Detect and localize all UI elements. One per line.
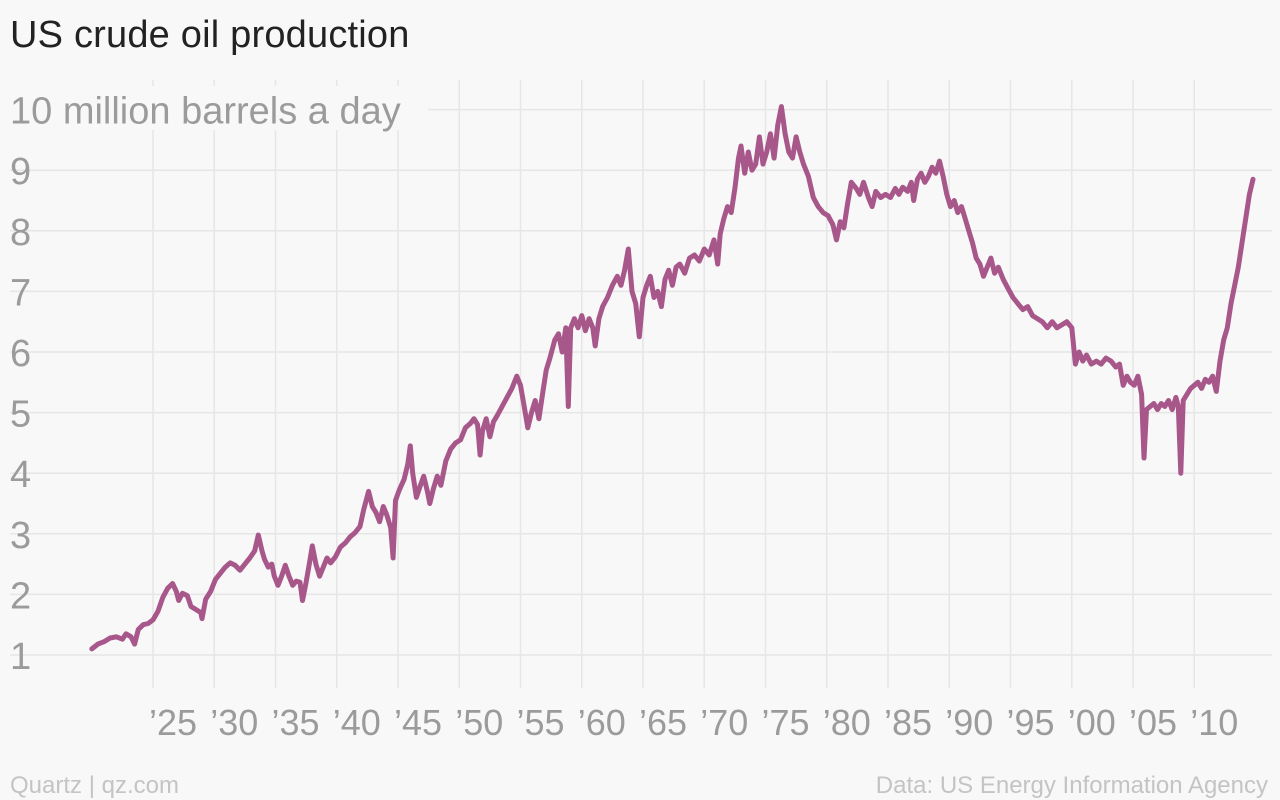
series-group (89, 104, 1256, 652)
x-tick-label-1985: ’85 (884, 702, 932, 743)
x-tick-label-1965: ’65 (639, 702, 687, 743)
y-tick-label-4: 4 (10, 454, 31, 496)
x-tick-label-1930: ’30 (210, 702, 258, 743)
x-tick-label-1980: ’80 (823, 702, 871, 743)
y-tick-label-10: 10 million barrels a day (10, 91, 401, 133)
data-source: Data: US Energy Information Agency (875, 772, 1268, 799)
x-tick-label-2000: ’00 (1068, 702, 1116, 743)
x-tick-label-1935: ’35 (272, 702, 320, 743)
y-tick-label-1: 1 (10, 636, 31, 678)
y-tick-label-2: 2 (10, 575, 31, 617)
y-tick-label-7: 7 (10, 272, 31, 314)
x-tick-label-1940: ’40 (333, 702, 381, 743)
series-line-0 (89, 104, 1256, 652)
x-tick-label-2005: ’05 (1129, 702, 1177, 743)
x-tick-label-1990: ’90 (945, 702, 993, 743)
x-tick-label-1945: ’45 (394, 702, 442, 743)
y-gridlines (10, 108, 1272, 656)
x-tick-label-1970: ’70 (700, 702, 748, 743)
x-gridlines (152, 80, 1195, 688)
y-axis-labels: 1 2 3 4 5 6 7 8 9 10 million barrels a day (8, 86, 428, 678)
y-tick-label-9: 9 (10, 151, 31, 193)
y-tick-label-6: 6 (10, 333, 31, 375)
chart-title: US crude oil production (10, 14, 410, 56)
source-credit: Quartz | qz.com (10, 772, 179, 799)
y-tick-label-5: 5 (10, 394, 31, 436)
x-tick-label-1975: ’75 (762, 702, 810, 743)
y-tick-label-3: 3 (10, 515, 31, 557)
x-tick-label-1955: ’55 (517, 702, 565, 743)
x-tick-label-1960: ’60 (578, 702, 626, 743)
x-axis-labels: ’25 ’30 ’35 ’40 ’45 ’50 ’55 ’60 ’65 ’70 ’75 ’80 ’85 ’… (149, 702, 1238, 743)
x-tick-label-2010: ’10 (1190, 702, 1238, 743)
x-tick-label-1950: ’50 (455, 702, 503, 743)
y-tick-label-8: 8 (10, 212, 31, 254)
x-tick-label-1925: ’25 (149, 702, 197, 743)
x-tick-label-1995: ’95 (1007, 702, 1055, 743)
ylabel-backdrop (8, 86, 428, 130)
